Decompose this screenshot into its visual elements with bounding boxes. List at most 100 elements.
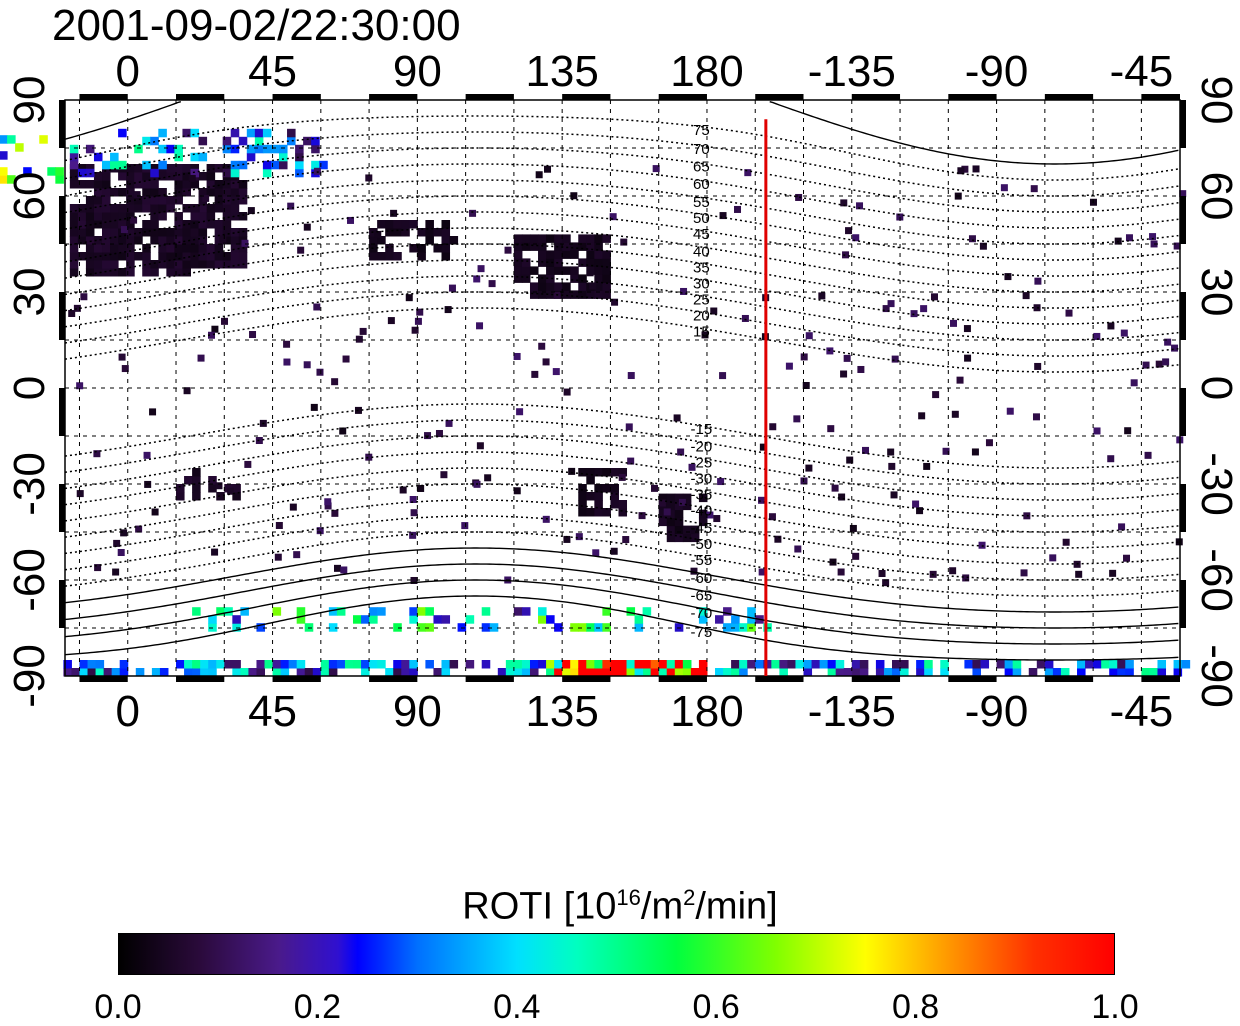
roti-cell: [215, 482, 223, 490]
roti-cell: [151, 668, 161, 677]
roti-cell: [845, 227, 853, 235]
roti-cell: [674, 509, 684, 519]
roti-cell: [1117, 660, 1126, 669]
roti-cell: [310, 403, 318, 411]
roti-cell: [739, 623, 748, 632]
roti-cell: [529, 242, 539, 251]
mag-lat-label: 35: [693, 259, 710, 276]
y-tick-right: -90: [1192, 644, 1240, 708]
roti-cell: [214, 228, 224, 237]
roti-cell: [174, 260, 183, 269]
roti-cell: [365, 453, 373, 461]
roti-cell: [690, 533, 700, 543]
roti-cell: [55, 175, 64, 184]
mag-lat-label: 45: [693, 226, 710, 243]
roti-cell: [538, 660, 547, 669]
roti-cell: [85, 228, 95, 237]
roti-cell: [192, 476, 201, 485]
roti-cell: [121, 365, 129, 373]
roti-cell: [542, 358, 550, 366]
mag-lat-label: -75: [691, 624, 713, 641]
roti-cell: [102, 244, 111, 253]
roti-cell: [476, 442, 484, 450]
roti-cell: [535, 171, 543, 179]
x-tick-top: -90: [964, 47, 1029, 96]
mag-lat-contour: [64, 147, 1179, 213]
roti-cell: [840, 199, 848, 207]
roti-cell: [602, 290, 611, 299]
roti-cell: [374, 230, 382, 238]
roti-cell: [142, 244, 151, 253]
roti-cell: [578, 468, 587, 477]
roti-cell: [174, 220, 183, 229]
roti-cell: [206, 220, 216, 229]
roti-cell: [602, 668, 611, 677]
roti-cell: [546, 290, 555, 299]
roti-cell: [47, 167, 56, 176]
roti-cell: [230, 260, 240, 269]
x-tick-top: -45: [1109, 47, 1174, 96]
roti-cell: [1157, 660, 1167, 669]
roti-cell: [214, 204, 224, 213]
roti-cell: [103, 668, 113, 677]
roti-cell: [328, 623, 338, 632]
mag-lat-contour: [64, 499, 1179, 565]
mag-lat-contour: [64, 131, 1179, 197]
roti-cell: [275, 521, 283, 529]
roti-cell: [120, 226, 128, 234]
roti-cell: [166, 172, 175, 181]
roti-cell: [1144, 451, 1152, 459]
roti-cell: [578, 500, 587, 509]
roti-cell: [85, 236, 95, 245]
roti-cell: [682, 493, 692, 503]
roti-cell: [658, 668, 668, 677]
roti-cell: [85, 164, 95, 173]
roti-cell: [176, 492, 185, 501]
roti-cell: [313, 167, 321, 175]
roti-cell: [256, 668, 266, 677]
roti-cell: [910, 310, 918, 318]
roti-cell: [254, 144, 264, 154]
roti-cell: [230, 252, 240, 261]
roti-cell: [852, 234, 860, 242]
roti-cell: [763, 660, 772, 669]
roti-cell: [198, 136, 208, 146]
roti-cell: [774, 535, 782, 543]
roti-cell: [538, 607, 547, 616]
roti-cell: [197, 354, 205, 362]
frame-segment: [1141, 676, 1180, 682]
roti-cell: [110, 152, 119, 162]
roti-cell: [192, 607, 201, 616]
roti-cell: [554, 266, 563, 275]
roti-cell: [216, 607, 225, 616]
roti-cell: [411, 326, 419, 334]
roti-cell: [198, 244, 208, 253]
mag-lat-label: 55: [693, 194, 710, 211]
roti-cell: [353, 660, 362, 669]
frame-segment: [59, 292, 65, 340]
roti-cell: [962, 574, 970, 582]
roti-cell: [232, 660, 241, 669]
roti-cell: [222, 144, 232, 154]
roti-cell: [0, 167, 8, 176]
roti-cell: [238, 180, 248, 189]
roti-cell: [211, 325, 219, 333]
roti-cell: [849, 524, 857, 532]
roti-cell: [916, 660, 925, 669]
roti-cell: [891, 668, 901, 677]
roti-cell: [618, 473, 626, 481]
mag-lat-label: 60: [693, 176, 710, 193]
roti-cell: [166, 244, 175, 253]
roti-cell: [602, 484, 611, 493]
roti-cell: [93, 244, 103, 253]
roti-cell: [320, 660, 330, 669]
roti-cell: [230, 160, 240, 170]
roti-cell: [385, 244, 394, 253]
x-tick-top: 45: [248, 47, 298, 96]
x-tick-bottom: 45: [248, 687, 298, 736]
roti-cell: [570, 192, 578, 200]
roti-cell: [222, 260, 232, 269]
roti-cell: [747, 615, 756, 624]
roti-cell: [602, 468, 611, 477]
roti-cell: [361, 660, 370, 669]
